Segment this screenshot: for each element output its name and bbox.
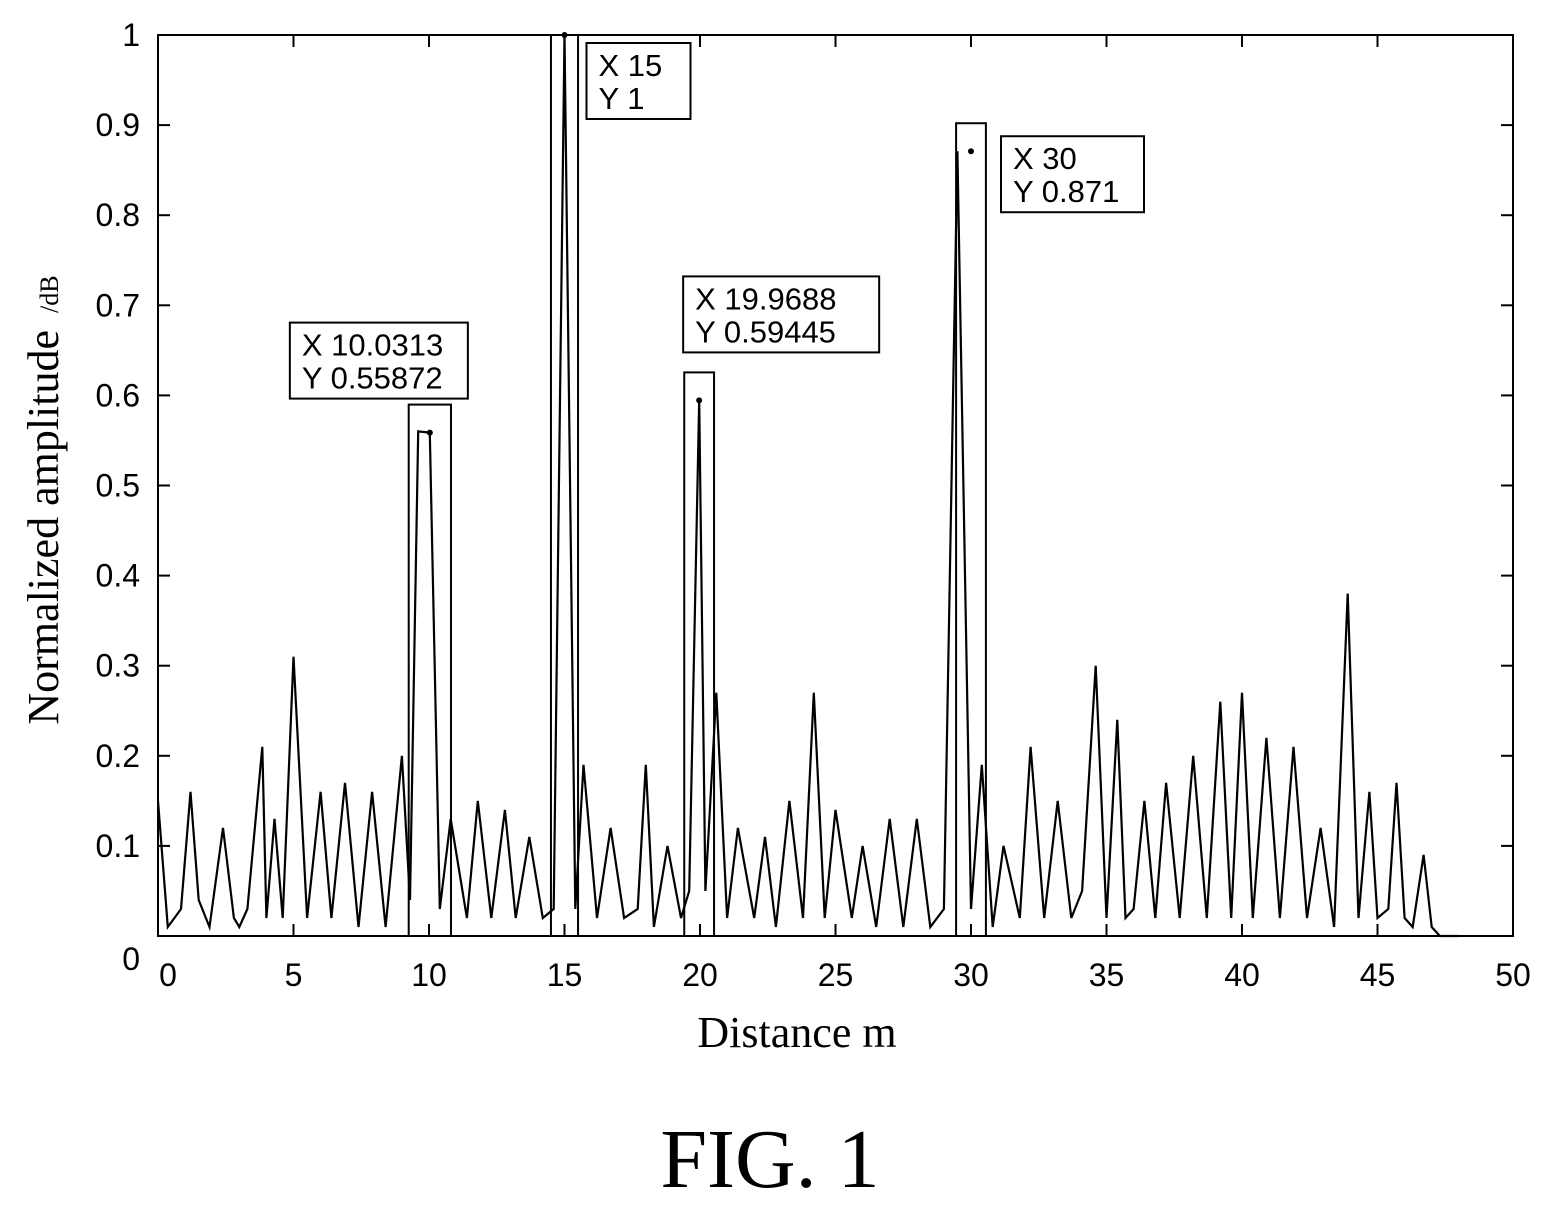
x-tick-label: 45 bbox=[1360, 957, 1396, 993]
x-tick-label: 30 bbox=[953, 957, 989, 993]
x-tick-label: 50 bbox=[1495, 957, 1531, 993]
data-tip: X 30Y 0.871 bbox=[1000, 135, 1145, 214]
data-tip-y: Y 0.55872 bbox=[302, 361, 443, 396]
data-tip-y: Y 1 bbox=[599, 81, 645, 116]
data-tip: X 15Y 1 bbox=[585, 42, 692, 120]
y-tick-label: 0.8 bbox=[96, 197, 140, 233]
peak-marker-box bbox=[955, 122, 987, 937]
data-tip-point bbox=[561, 32, 568, 38]
peak-marker-box bbox=[407, 403, 452, 938]
y-axis: 0 0.1 0.2 0.3 0.4 0.5 0.6 0.7 0.8 0.9 1 bbox=[96, 17, 1513, 977]
figure-caption: FIG. 1 bbox=[660, 1113, 879, 1206]
x-tick-label: 0 bbox=[159, 957, 177, 993]
x-tick-label: 20 bbox=[682, 957, 718, 993]
x-axis-label: Distance m bbox=[697, 1008, 896, 1057]
y-tick-label: 1 bbox=[122, 17, 140, 53]
data-tip-box bbox=[585, 42, 692, 120]
y-tick-label: 0 bbox=[122, 941, 140, 977]
data-tip-y: Y 0.871 bbox=[1013, 174, 1119, 209]
y-tick-label: 0.3 bbox=[96, 648, 140, 684]
x-tick-label: 35 bbox=[1089, 957, 1125, 993]
peak-marker-box bbox=[683, 371, 716, 937]
x-tick-label: 10 bbox=[411, 957, 447, 993]
x-tick-label: 25 bbox=[818, 957, 854, 993]
plot-frame bbox=[157, 34, 1514, 937]
y-tick-label: 0.6 bbox=[96, 377, 140, 413]
data-tip-box bbox=[682, 275, 881, 354]
y-axis-label-text: Normalized amplitude bbox=[19, 330, 68, 725]
y-axis-label: Normalized amplitude /dB bbox=[19, 275, 68, 724]
y-axis-label-unit: /dB bbox=[35, 275, 64, 313]
y-tick-label: 0.1 bbox=[96, 828, 140, 864]
data-tip-box bbox=[288, 321, 469, 400]
data-tip-point bbox=[696, 397, 703, 404]
series-line bbox=[156, 34, 1459, 938]
x-tick-label: 5 bbox=[285, 957, 303, 993]
y-tick-label: 0.9 bbox=[96, 107, 140, 143]
data-tip-x: X 15 bbox=[599, 48, 663, 83]
y-tick-label: 0.7 bbox=[96, 287, 140, 323]
data-tip-box bbox=[1000, 135, 1145, 214]
y-tick-label: 0.4 bbox=[96, 558, 140, 594]
data-tip-point bbox=[968, 148, 974, 155]
x-tick-label: 40 bbox=[1224, 957, 1260, 993]
y-tick-label: 0.2 bbox=[96, 738, 140, 774]
x-axis: 0 5 10 15 20 25 30 35 40 45 50 bbox=[157, 35, 1531, 993]
data-tip-x: X 19.9688 bbox=[695, 281, 836, 316]
data-tip-x: X 10.0313 bbox=[302, 328, 443, 363]
data-tip-x: X 30 bbox=[1013, 141, 1077, 176]
y-tick-label: 0.5 bbox=[96, 468, 140, 504]
data-tip-y: Y 0.59445 bbox=[695, 314, 836, 349]
data-tip-point bbox=[426, 429, 433, 436]
x-tick-label: 15 bbox=[547, 957, 583, 993]
